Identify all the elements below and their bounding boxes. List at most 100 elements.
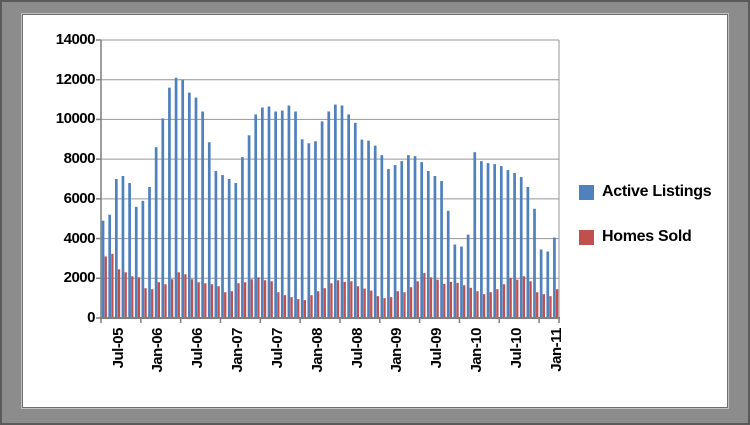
homes-sold-bar <box>370 290 373 318</box>
active-listings-bar <box>114 179 118 318</box>
active-listings-bar <box>267 106 271 319</box>
homes-sold-bar <box>409 287 413 318</box>
active-listings-bar <box>426 171 430 318</box>
active-listings-bar <box>407 155 410 318</box>
active-listings-bar <box>247 135 251 318</box>
homes-sold-bar <box>104 256 107 318</box>
active-listings-bar <box>499 166 503 318</box>
active-listings-legend-label: Active Listings <box>602 183 712 200</box>
active-listings-bar <box>526 186 530 318</box>
active-listings-bar <box>261 107 264 318</box>
homes-sold-bar <box>356 286 360 318</box>
y-tick-label: 6000 <box>63 189 96 207</box>
homes-sold-bar <box>476 291 479 318</box>
homes-sold-bar <box>463 285 466 318</box>
homes-sold-bar <box>343 281 346 318</box>
y-tick-label: 12000 <box>55 70 96 88</box>
active-listings-bar <box>334 104 337 319</box>
active-listings-bar <box>519 177 523 318</box>
active-listings-bar <box>201 111 204 318</box>
active-listings-bar <box>387 169 390 318</box>
homes-sold-bar <box>243 282 247 318</box>
active-listings-bar <box>141 200 145 318</box>
active-listings-bar <box>546 251 550 318</box>
x-tick-label: Jan-06 <box>149 328 167 373</box>
active-listings-bar <box>486 163 490 318</box>
homes-sold-bar <box>536 292 539 318</box>
homes-sold-bar <box>190 279 194 318</box>
homes-sold-bar <box>151 289 154 318</box>
y-tick-label: 2000 <box>63 269 96 287</box>
active-listings-bar <box>168 87 171 319</box>
active-listings-bar <box>380 155 384 318</box>
active-listings-bar <box>254 114 258 318</box>
y-tick-label: 0 <box>87 309 95 326</box>
homes-sold-bar <box>496 289 499 318</box>
active-listings-bar <box>327 111 331 318</box>
homes-sold-bar <box>270 281 273 318</box>
active-listings-bar <box>154 147 158 318</box>
active-listings-bar <box>473 152 477 318</box>
active-listings-bar <box>280 110 284 318</box>
active-listings-bar <box>553 237 556 318</box>
active-listings-bar <box>513 173 516 318</box>
active-listings-bar <box>121 176 125 318</box>
homes-sold-bar <box>131 276 134 318</box>
active-listings-bar <box>533 208 536 318</box>
active-listings-bar <box>148 186 151 318</box>
x-tick-label: Jan-10 <box>468 328 486 373</box>
homes-sold-bar <box>482 294 486 318</box>
homes-sold-bar <box>436 279 439 318</box>
active-listings-bar <box>300 139 304 318</box>
homes-sold-bar <box>224 292 227 318</box>
active-listings-bar <box>353 122 357 318</box>
y-tick-label: 14000 <box>55 31 96 48</box>
homes-sold-bar <box>502 284 506 318</box>
active-listings-bar <box>134 206 138 318</box>
homes-sold-bar <box>263 280 267 318</box>
active-listings-bar <box>101 220 105 318</box>
active-listings-bar <box>440 180 443 318</box>
homes-sold-bar <box>443 283 446 318</box>
legend-item-homes-sold: Homes Sold <box>579 226 711 248</box>
x-tick-label: Jan-11 <box>547 328 565 372</box>
active-listings-bar <box>128 182 131 318</box>
active-listings-bar <box>207 142 211 318</box>
x-tick-label: Jul-08 <box>348 328 366 369</box>
homes-sold-bar <box>250 279 253 318</box>
active-listings-bar <box>466 234 470 318</box>
active-listings-bar <box>480 161 483 318</box>
homes-sold-bar <box>204 283 207 318</box>
homes-sold-bar <box>257 277 260 318</box>
homes-sold-bar <box>217 286 220 318</box>
x-tick-label: Jul-06 <box>189 328 207 369</box>
homes-sold-bar <box>111 253 114 318</box>
homes-sold-bar <box>124 272 127 318</box>
active-listings-bar <box>294 111 297 318</box>
active-listings-bar <box>373 145 377 318</box>
homes-sold-bar <box>323 288 326 318</box>
homes-sold-bar <box>277 292 280 318</box>
active-listings-bar <box>108 214 112 318</box>
active-listings-bar <box>241 157 244 318</box>
homes-sold-bar <box>290 297 293 318</box>
homes-sold-bar <box>423 272 426 318</box>
active-listings-bar <box>420 162 424 318</box>
active-listings-bar <box>161 118 165 318</box>
active-listings-bar <box>227 179 231 318</box>
homes-sold-bar <box>230 291 234 318</box>
homes-sold-bar <box>416 281 419 318</box>
homes-sold-bar <box>297 299 300 318</box>
homes-sold-bar <box>549 296 552 318</box>
homes-sold-bar <box>429 277 433 318</box>
homes-sold-bar <box>210 284 214 318</box>
x-tick-label: Jan-07 <box>229 328 247 373</box>
homes-sold-bar <box>509 277 512 318</box>
active-listings-bar <box>320 121 324 319</box>
x-tick-label: Jul-10 <box>507 328 525 369</box>
active-listings-bar <box>274 111 277 318</box>
homes-sold-bar <box>170 279 174 318</box>
x-tick-label: Jul-05 <box>109 328 127 369</box>
active-listings-bar <box>367 140 370 318</box>
